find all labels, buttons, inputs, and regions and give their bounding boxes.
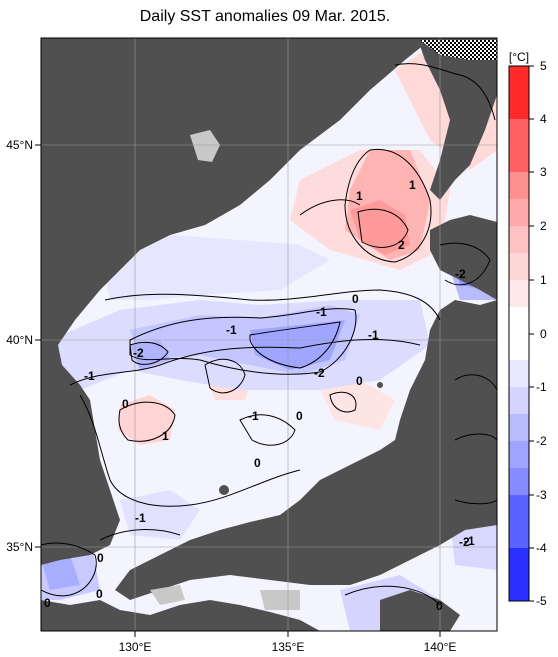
colorbar-tick: 2 bbox=[540, 219, 547, 233]
contour-label: 0 bbox=[122, 397, 129, 411]
lakes bbox=[150, 130, 300, 610]
colorbar: [°C] 5 4 3 2 bbox=[508, 50, 547, 608]
contour-label: 0 bbox=[96, 587, 103, 601]
islands bbox=[219, 382, 473, 495]
colorbar-tick: 4 bbox=[540, 112, 547, 126]
contour-label: -2 bbox=[459, 535, 470, 549]
colorbar-tick: -4 bbox=[536, 541, 547, 555]
contour-label: 1 bbox=[162, 429, 169, 443]
colorbar-tick: -1 bbox=[536, 380, 547, 394]
contour-label: 0 bbox=[97, 551, 104, 565]
contour-label: -1 bbox=[84, 369, 95, 383]
contour-label: -1 bbox=[464, 534, 475, 548]
lon-label: 130°E bbox=[119, 640, 152, 654]
colorbar-tick: -2 bbox=[536, 434, 547, 448]
contour-label: 2 bbox=[398, 238, 405, 252]
contour-label: -2 bbox=[455, 267, 466, 281]
lon-label: 140°E bbox=[424, 640, 457, 654]
contour-label: -2 bbox=[133, 346, 144, 360]
contour-label: 0 bbox=[296, 409, 303, 423]
colorbar-tick: -3 bbox=[536, 488, 547, 502]
colorbar-unit: [°C] bbox=[509, 50, 529, 64]
contour-label: -1 bbox=[368, 328, 379, 342]
lat-label: 35°N bbox=[6, 540, 33, 554]
contour-label: 0 bbox=[254, 456, 261, 470]
colorbar-tick: 1 bbox=[540, 273, 547, 287]
colorbar-tick: 5 bbox=[540, 59, 547, 73]
lat-label: 40°N bbox=[6, 333, 33, 347]
map-frame bbox=[40, 37, 498, 632]
contour-lines bbox=[41, 63, 497, 606]
lat-label: 45°N bbox=[6, 138, 33, 152]
land bbox=[41, 38, 497, 631]
contour-label: 0 bbox=[436, 599, 443, 613]
map-title: Daily SST anomalies 09 Mar. 2015. bbox=[139, 8, 391, 25]
contour-label: 0 bbox=[44, 596, 51, 610]
contour-label: 0 bbox=[356, 374, 363, 388]
contour-label: -1 bbox=[248, 409, 259, 423]
no-data-region bbox=[420, 40, 497, 60]
contour-label-group: 1 1 2 0 -1 -1 -1 -2 -2 -1 -2 0 0 -1 0 1 … bbox=[44, 178, 475, 613]
colorbar-tick: 3 bbox=[540, 165, 547, 179]
map-gridlines bbox=[41, 38, 497, 631]
contour-label: -2 bbox=[314, 366, 325, 380]
axis-ticks bbox=[35, 144, 441, 637]
contour-label: 1 bbox=[409, 178, 416, 192]
contour-label: 1 bbox=[356, 189, 363, 203]
lon-label: 135°E bbox=[272, 640, 305, 654]
contour-label: -1 bbox=[135, 511, 146, 525]
contour-label: 0 bbox=[352, 292, 359, 306]
contour-label: -1 bbox=[226, 323, 237, 337]
colorbar-tick: -5 bbox=[536, 594, 547, 608]
colorbar-tick: 0 bbox=[540, 327, 547, 341]
contour-label: -1 bbox=[316, 305, 327, 319]
